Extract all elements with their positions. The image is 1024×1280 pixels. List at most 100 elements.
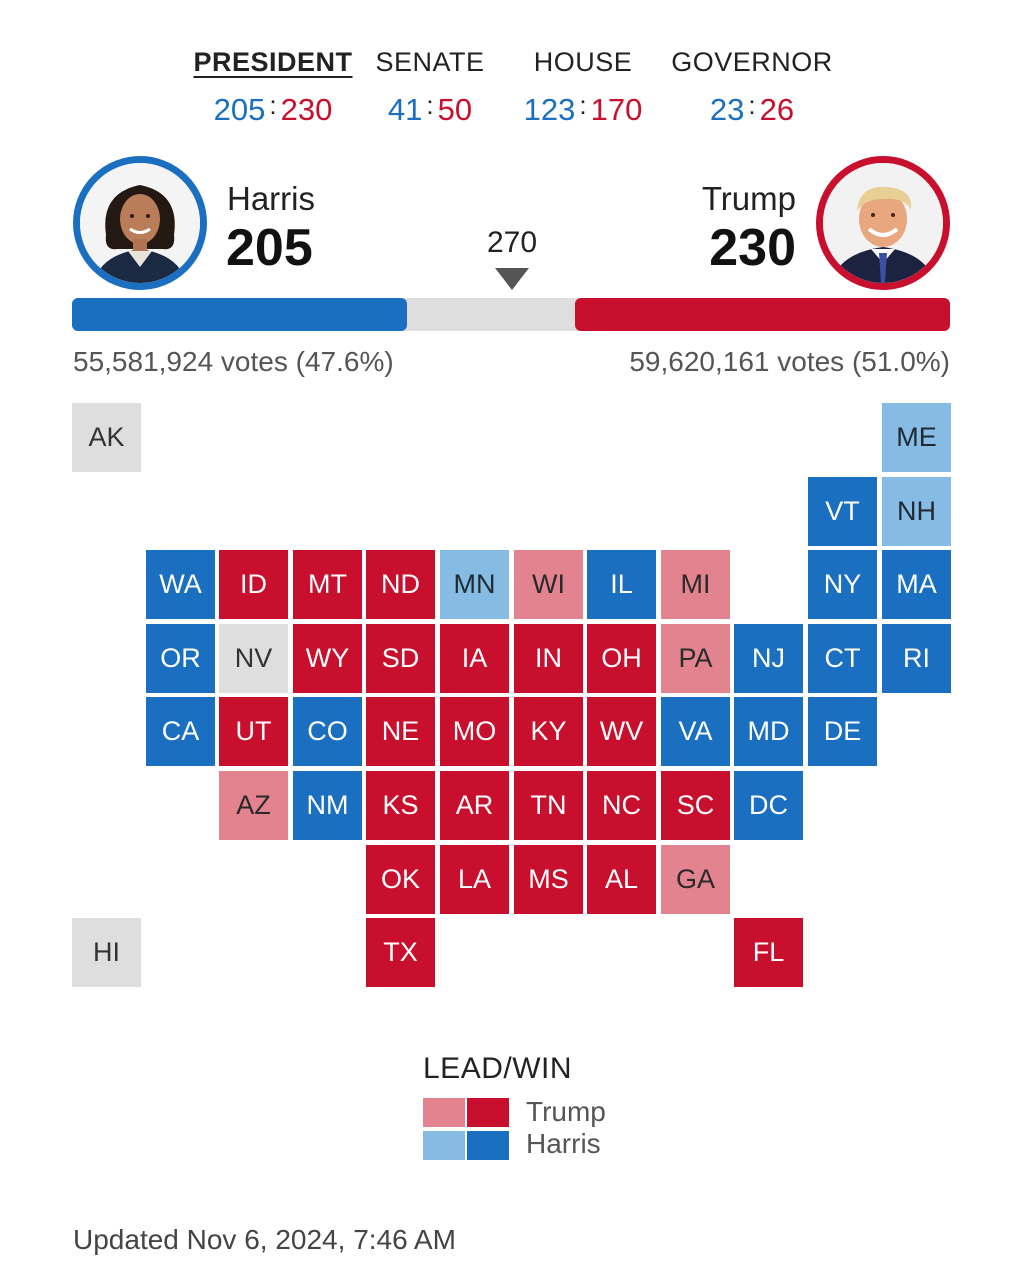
trump-portrait [823, 163, 943, 283]
score-separator: : [748, 90, 756, 120]
state-tile-co[interactable]: CO [293, 697, 362, 766]
score-separator: : [426, 90, 434, 120]
state-tile-me[interactable]: ME [882, 403, 951, 472]
state-tile-ca[interactable]: CA [146, 697, 215, 766]
score-separator: : [269, 90, 277, 120]
state-tile-az[interactable]: AZ [219, 771, 288, 840]
senate-dem-count: 41 [387, 92, 423, 127]
state-tile-ne[interactable]: NE [366, 697, 435, 766]
state-tile-tn[interactable]: TN [514, 771, 583, 840]
state-tile-ks[interactable]: KS [366, 771, 435, 840]
state-tile-ny[interactable]: NY [808, 550, 877, 619]
race-tabs: PRESIDENT 205:230 SENATE 41:50 HOUSE 123… [0, 44, 1024, 134]
state-tile-ma[interactable]: MA [882, 550, 951, 619]
state-tile-ut[interactable]: UT [219, 697, 288, 766]
state-tile-or[interactable]: OR [146, 624, 215, 693]
state-tile-nh[interactable]: NH [882, 477, 951, 546]
president-dem-count: 205 [213, 92, 266, 127]
harris-avatar [73, 156, 207, 290]
legend-harris-label: Harris [526, 1128, 601, 1159]
state-tile-mi[interactable]: MI [661, 550, 730, 619]
state-tile-ky[interactable]: KY [514, 697, 583, 766]
legend-trump-win-swatch [467, 1098, 509, 1127]
state-tile-mo[interactable]: MO [440, 697, 509, 766]
state-tile-ak[interactable]: AK [72, 403, 141, 472]
president-rep-count: 230 [280, 92, 333, 127]
state-tile-sd[interactable]: SD [366, 624, 435, 693]
state-tile-in[interactable]: IN [514, 624, 583, 693]
state-tile-hi[interactable]: HI [72, 918, 141, 987]
harris-electoral-votes: 205 [226, 219, 313, 277]
legend-trump-label: Trump [526, 1096, 606, 1127]
state-tile-wa[interactable]: WA [146, 550, 215, 619]
state-tile-nv[interactable]: NV [219, 624, 288, 693]
tab-governor-score: 23:26 [667, 90, 837, 131]
governor-dem-count: 23 [709, 92, 745, 127]
legend-trump-lead-swatch [423, 1098, 465, 1127]
senate-rep-count: 50 [437, 92, 473, 127]
electoral-bar-trump [575, 298, 950, 331]
state-tile-fl[interactable]: FL [734, 918, 803, 987]
state-tile-ct[interactable]: CT [808, 624, 877, 693]
legend-harris-win-swatch [467, 1131, 509, 1160]
state-tile-tx[interactable]: TX [366, 918, 435, 987]
state-tile-de[interactable]: DE [808, 697, 877, 766]
harris-portrait [80, 163, 200, 283]
electoral-bar-harris [72, 298, 407, 331]
state-tile-vt[interactable]: VT [808, 477, 877, 546]
tab-senate-label: SENATE [375, 47, 485, 77]
state-tile-ok[interactable]: OK [366, 845, 435, 914]
state-tile-ms[interactable]: MS [514, 845, 583, 914]
state-tile-wy[interactable]: WY [293, 624, 362, 693]
state-tile-ga[interactable]: GA [661, 845, 730, 914]
tab-president[interactable]: PRESIDENT 205:230 [188, 44, 358, 131]
tab-house-score: 123:170 [498, 90, 668, 131]
threshold-marker-icon [495, 268, 529, 290]
legend-harris-lead-swatch [423, 1131, 465, 1160]
tab-house-label: HOUSE [533, 47, 633, 77]
electoral-bar [72, 298, 950, 331]
state-tile-nc[interactable]: NC [587, 771, 656, 840]
state-tile-md[interactable]: MD [734, 697, 803, 766]
governor-rep-count: 26 [759, 92, 795, 127]
state-tile-id[interactable]: ID [219, 550, 288, 619]
state-tile-nd[interactable]: ND [366, 550, 435, 619]
state-tile-wv[interactable]: WV [587, 697, 656, 766]
state-tile-pa[interactable]: PA [661, 624, 730, 693]
trump-popular-vote: 59,620,161 votes (51.0%) [629, 346, 950, 377]
tab-president-score: 205:230 [188, 90, 358, 131]
trump-electoral-votes: 230 [709, 219, 796, 277]
state-tile-nj[interactable]: NJ [734, 624, 803, 693]
state-tile-sc[interactable]: SC [661, 771, 730, 840]
score-separator: : [579, 90, 587, 120]
tab-governor[interactable]: GOVERNOR 23:26 [667, 44, 837, 131]
house-dem-count: 123 [523, 92, 576, 127]
harris-popular-vote: 55,581,924 votes (47.6%) [73, 346, 394, 377]
updated-timestamp: Updated Nov 6, 2024, 7:46 AM [73, 1224, 456, 1255]
tab-governor-label: GOVERNOR [671, 47, 833, 77]
tab-senate-score: 41:50 [345, 90, 515, 131]
threshold-label: 270 [486, 226, 538, 259]
tab-house[interactable]: HOUSE 123:170 [498, 44, 668, 131]
state-tile-nm[interactable]: NM [293, 771, 362, 840]
state-tile-dc[interactable]: DC [734, 771, 803, 840]
legend-title: LEAD/WIN [423, 1052, 573, 1085]
state-tile-wi[interactable]: WI [514, 550, 583, 619]
state-tile-ar[interactable]: AR [440, 771, 509, 840]
state-tile-al[interactable]: AL [587, 845, 656, 914]
trump-avatar [816, 156, 950, 290]
state-tile-oh[interactable]: OH [587, 624, 656, 693]
tab-senate[interactable]: SENATE 41:50 [345, 44, 515, 131]
state-tile-ri[interactable]: RI [882, 624, 951, 693]
state-tile-mn[interactable]: MN [440, 550, 509, 619]
state-tile-ia[interactable]: IA [440, 624, 509, 693]
trump-name: Trump [701, 180, 796, 217]
house-rep-count: 170 [590, 92, 643, 127]
state-tile-il[interactable]: IL [587, 550, 656, 619]
harris-name: Harris [227, 180, 315, 217]
state-tile-va[interactable]: VA [661, 697, 730, 766]
state-tile-la[interactable]: LA [440, 845, 509, 914]
state-tile-mt[interactable]: MT [293, 550, 362, 619]
tab-president-label: PRESIDENT [193, 47, 353, 77]
